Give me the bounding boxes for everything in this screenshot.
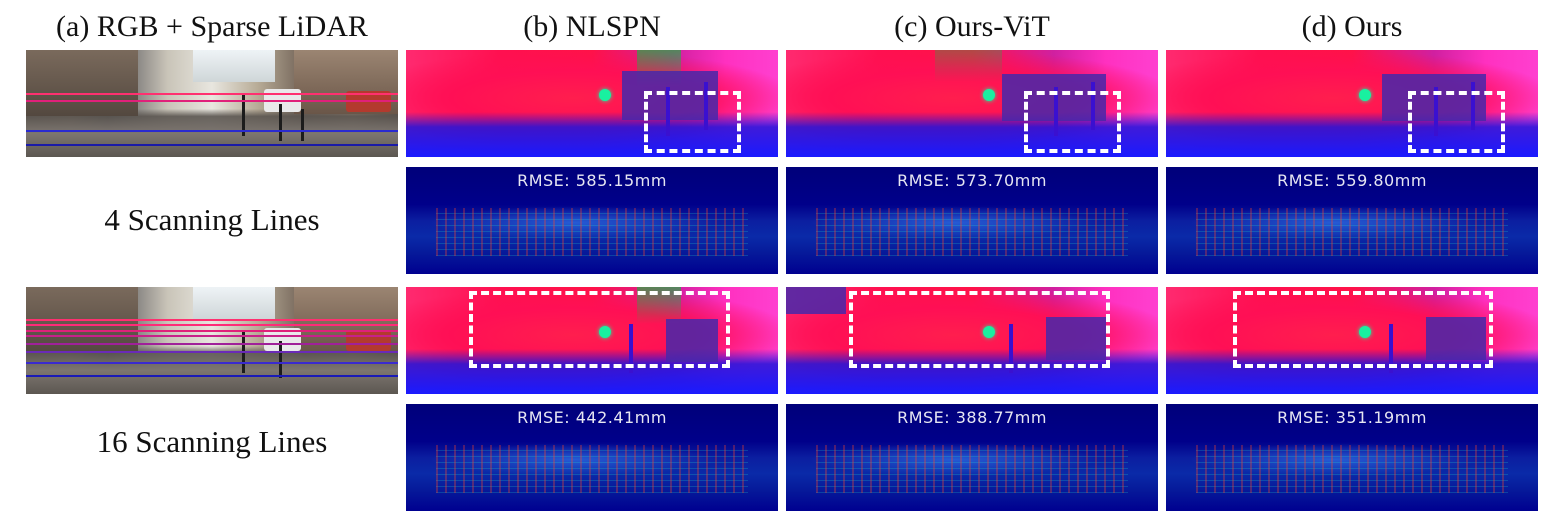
rmse-label: RMSE: 559.80mm: [1277, 171, 1427, 190]
rmse-label: RMSE: 573.70mm: [897, 171, 1047, 190]
error-map-nlspn-16-lines: RMSE: 442.41mm: [406, 404, 778, 511]
column-header-ours: (d) Ours: [1301, 10, 1403, 43]
depth-map-ours-4-lines: [1166, 50, 1538, 157]
error-map-ours-4-lines: RMSE: 559.80mm: [1166, 167, 1538, 274]
highlight-box: [1232, 291, 1494, 369]
depth-map-nlspn-4-lines: [406, 50, 778, 157]
column-header-rgb: (a) RGB + Sparse LiDAR: [56, 10, 368, 43]
error-map-ours-vit-4-lines: RMSE: 573.70mm: [786, 167, 1158, 274]
rmse-label: RMSE: 585.15mm: [517, 171, 667, 190]
column-header-ours-vit: (c) Ours-ViT: [894, 10, 1050, 43]
error-map-ours-16-lines: RMSE: 351.19mm: [1166, 404, 1538, 511]
rgb-image-4-lines: [26, 50, 398, 157]
rmse-label: RMSE: 351.19mm: [1277, 408, 1427, 427]
highlight-box: [469, 291, 730, 369]
rmse-label: RMSE: 442.41mm: [517, 408, 667, 427]
row-label-16-lines: 16 Scanning Lines: [96, 424, 328, 459]
error-map-nlspn-4-lines: RMSE: 585.15mm: [406, 167, 778, 274]
highlight-box: [849, 291, 1110, 369]
rmse-label: RMSE: 388.77mm: [897, 408, 1047, 427]
depth-map-ours-16-lines: [1166, 287, 1538, 394]
highlight-box: [1407, 90, 1505, 153]
highlight-box: [1024, 90, 1121, 153]
rgb-image-16-lines: [26, 287, 398, 394]
row-label-4-lines: 4 Scanning Lines: [104, 202, 320, 237]
depth-map-nlspn-16-lines: [406, 287, 778, 394]
depth-map-ours-vit-16-lines: [786, 287, 1158, 394]
depth-map-ours-vit-4-lines: [786, 50, 1158, 157]
highlight-box: [644, 90, 741, 153]
column-header-nlspn: (b) NLSPN: [523, 10, 661, 43]
error-map-ours-vit-16-lines: RMSE: 388.77mm: [786, 404, 1158, 511]
